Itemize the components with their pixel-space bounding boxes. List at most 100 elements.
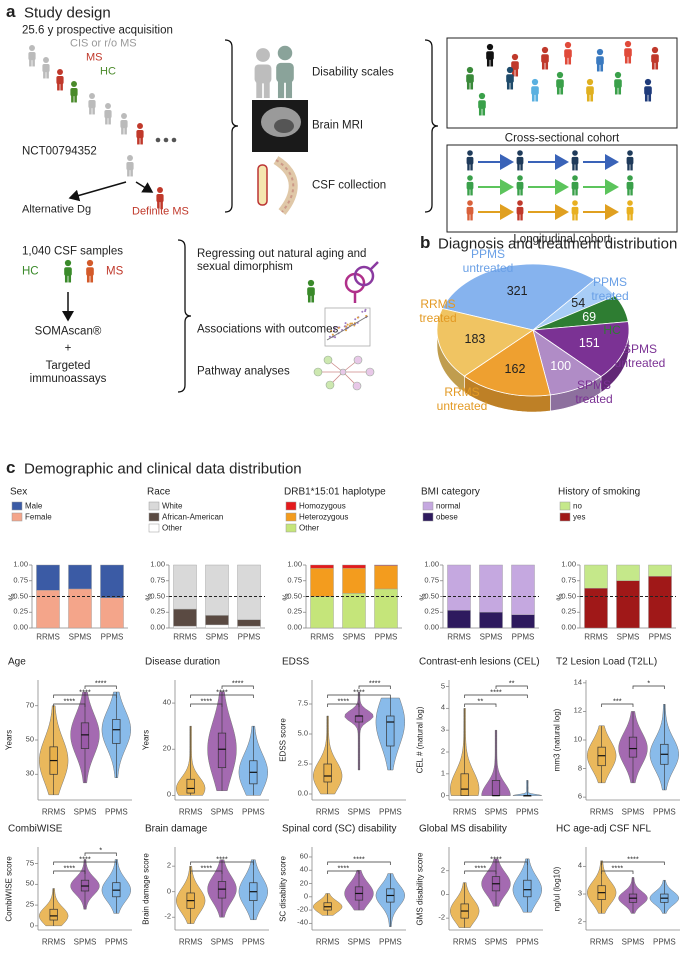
network-node	[365, 367, 375, 377]
person-leg	[64, 274, 68, 283]
significance-bracket	[190, 870, 223, 874]
person-leg	[624, 55, 628, 64]
x-tick-label: RRMS	[589, 937, 614, 947]
person-icon	[466, 150, 474, 171]
chart-title: Race	[147, 486, 171, 498]
person-head	[57, 69, 63, 75]
value-label: 69	[582, 309, 597, 324]
person-leg	[575, 213, 578, 221]
person-body	[506, 74, 514, 83]
person-leg	[307, 294, 311, 303]
person-leg	[596, 63, 600, 72]
y-axis-label: Years	[141, 729, 151, 751]
person-leg	[43, 71, 46, 79]
person-leg	[531, 93, 535, 102]
person-icon	[104, 103, 112, 125]
legend-label: Male	[25, 501, 43, 511]
y-tick-label: 0.0	[297, 788, 308, 798]
value-label: 100	[550, 359, 572, 374]
y-tick-label: 0.00	[13, 622, 28, 632]
person-icon	[478, 92, 486, 116]
pie-slice	[531, 321, 630, 378]
x-tick-label: SPMS	[68, 632, 92, 642]
y-tick-label: 12	[573, 706, 582, 716]
x-tick-label: PPMS	[515, 807, 539, 817]
person-head	[624, 40, 632, 48]
x-tick-label: PPMS	[104, 807, 128, 817]
person-leg	[121, 127, 124, 135]
slice-label: RRMS untreated	[436, 385, 488, 413]
x-tick-label: PPMS	[241, 937, 265, 947]
y-tick-label: 40	[299, 864, 308, 874]
person-leg	[572, 188, 575, 196]
chart-title: CombiWISE	[8, 823, 63, 835]
x-tick-label: SPMS	[621, 937, 645, 947]
slice-label: RRMS treated	[419, 297, 457, 325]
person-head	[467, 175, 473, 181]
person-head	[157, 187, 163, 193]
bracket	[424, 39, 439, 213]
y-tick-label: 6	[577, 791, 582, 801]
y-tick-label: 0.75	[13, 575, 28, 585]
person-leg	[630, 163, 633, 171]
label: CIS or r/o MS	[70, 37, 137, 50]
x-tick-label: PPMS	[237, 632, 261, 642]
person-leg	[470, 163, 473, 171]
chart-title: Contrast-enh lesions (CEL)	[419, 656, 540, 668]
bar-segment	[584, 588, 608, 629]
significance-label: ****	[79, 687, 91, 697]
person-leg	[137, 137, 140, 145]
significance-label: ****	[216, 687, 228, 697]
y-axis-label: mm3 (natural log)	[552, 708, 562, 772]
x-tick-label: RRMS	[178, 807, 203, 817]
legend-label: Female	[25, 512, 52, 522]
significance-bracket	[190, 694, 254, 698]
person-leg	[630, 188, 633, 196]
person-icon	[506, 66, 514, 90]
person-leg	[535, 93, 539, 102]
significance-bracket	[53, 870, 86, 874]
person-head	[121, 113, 127, 119]
scatter-icon-dot	[361, 310, 364, 313]
person-body	[586, 86, 594, 95]
bar-segment	[447, 564, 471, 611]
pie-slice	[436, 308, 534, 377]
person-body	[571, 206, 579, 215]
y-tick-label: 0.50	[561, 591, 576, 601]
person-leg	[520, 188, 523, 196]
person-body	[120, 120, 128, 129]
y-tick-label: 70	[25, 700, 34, 710]
x-tick-label: SPMS	[210, 807, 234, 817]
y-axis-label: %	[7, 592, 17, 601]
person-icon	[556, 71, 564, 95]
y-tick-label: 0.25	[561, 606, 576, 616]
y-tick-label: -20	[297, 904, 308, 914]
person-head	[127, 155, 133, 161]
person-leg	[648, 93, 652, 102]
y-axis-label: CombiWISE score	[4, 855, 14, 922]
person-leg	[541, 61, 545, 70]
arrow	[135, 181, 154, 193]
person-head	[466, 66, 474, 74]
person-leg	[130, 169, 133, 177]
chart-title: DRB1*15:01 haplotype	[284, 486, 386, 498]
significance-label: ****	[627, 854, 639, 864]
chart-title: BMI category	[421, 486, 480, 498]
person-leg	[560, 86, 564, 95]
network-node	[313, 367, 323, 377]
x-tick-label: PPMS	[378, 937, 402, 947]
legend-swatch	[11, 501, 23, 511]
legend-swatch	[148, 501, 160, 511]
legend-label: normal	[436, 501, 461, 511]
y-tick-label: 0.75	[150, 575, 165, 585]
x-tick-label: SPMS	[616, 632, 640, 642]
label: Associations with outcomes	[197, 323, 339, 336]
y-axis-label: EDSS score	[278, 718, 288, 762]
scatter-icon-dot	[356, 316, 359, 319]
bar-segment	[374, 588, 398, 629]
person-leg	[600, 63, 604, 72]
y-tick-label: 2	[440, 746, 445, 756]
y-axis-label: %	[555, 592, 565, 601]
scatter-icon-dot	[328, 335, 331, 338]
person-head	[137, 123, 143, 129]
